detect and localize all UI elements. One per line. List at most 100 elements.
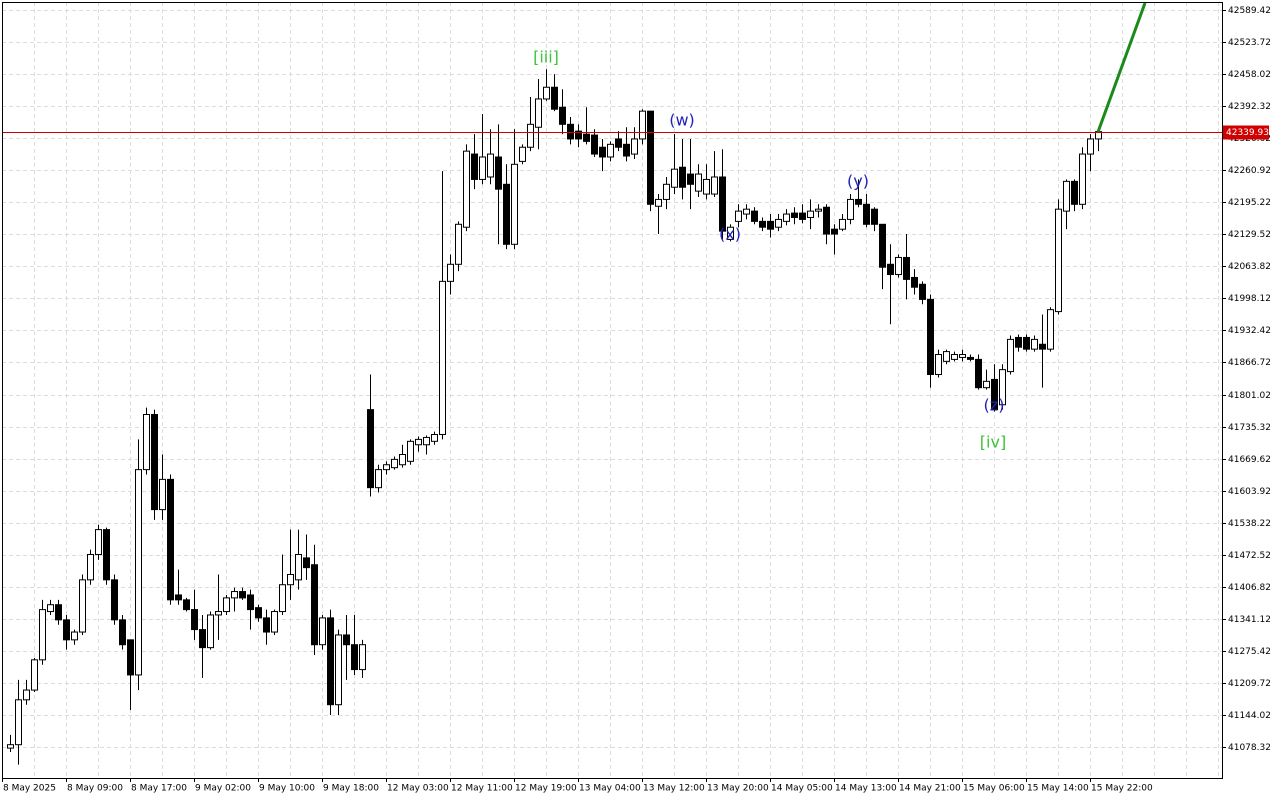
current-price-box [1223,125,1269,140]
wave-label: (w) [669,111,695,130]
candle-body [871,208,878,225]
candle-body [775,218,782,228]
candle-body [631,138,638,155]
candle-body [87,553,94,581]
candle-body [535,98,542,128]
candle-body [1071,180,1078,205]
candle-body [263,617,270,633]
x-tick-label: 14 May 13:00 [835,784,897,794]
candle-body [95,529,102,555]
current-price-label: 42339.93 [1226,128,1269,138]
x-tick-label: 13 May 20:00 [707,784,769,794]
candle-body [55,604,62,621]
candle-body [167,478,174,601]
candle-body [303,557,310,569]
candle-body [7,744,14,749]
wave-label: (x) [719,225,741,244]
candle-body [103,529,110,581]
candle-body [503,183,510,245]
candle-body [863,203,870,225]
x-tick-label: 14 May 21:00 [899,784,961,794]
candle-body [623,143,630,157]
candle-body [119,619,126,646]
candle-body [343,634,350,646]
wave-label: [iv] [980,433,1006,452]
y-tick-label: 42392.32 [1228,102,1271,112]
candle-body [1023,336,1030,350]
candle-body [1039,343,1046,350]
candle-body [759,220,766,228]
candle-body [991,378,998,411]
y-tick-label: 41078.32 [1228,743,1271,753]
projection-line [1096,2,1147,133]
candles [7,69,1102,765]
y-tick-label: 42589.42 [1228,6,1271,16]
candle-body [287,573,294,586]
candle-body [831,228,838,235]
candle-body [703,178,710,195]
candle-body [431,434,438,442]
candle-body [943,351,950,362]
y-tick-label: 41538.22 [1228,519,1271,529]
candle-body [727,226,734,240]
y-tick-label: 41932.42 [1228,326,1271,336]
candle-body [815,208,822,212]
candle-body [743,208,750,215]
candle-body [887,263,894,276]
candle-body [255,607,262,619]
candle-body [607,143,614,158]
candle-body [151,414,158,511]
wave-label: (y) [847,172,869,191]
candle-body [967,356,974,360]
candle-body [935,354,942,376]
candle-body [879,223,886,268]
x-tick-label: 13 May 12:00 [643,784,705,794]
candle-body [239,591,246,599]
candle-body [1087,138,1094,155]
candle-body [79,579,86,633]
candle-body [615,138,622,148]
wave-label: [iii] [533,48,559,67]
candle-body [719,176,726,232]
candle-body [327,617,334,706]
candle-body [663,183,670,200]
candle-body [335,634,342,706]
candle-body [543,86,550,100]
x-tick-label: 13 May 04:00 [579,784,641,794]
candle-body [855,198,862,205]
candle-body [311,564,318,646]
candle-body [487,153,494,178]
candle-body [367,409,374,489]
x-tick-label: 8 May 17:00 [131,784,187,794]
candle-body [71,631,78,641]
candle-body [47,604,54,613]
candle-body [823,206,830,235]
candle-body [1063,180,1070,212]
candle-body [567,123,574,140]
candle-body [599,146,606,158]
candle-body [159,478,166,511]
candle-body [31,659,38,691]
candle-body [511,163,518,245]
candle-body [687,173,694,185]
y-tick-label: 41472.52 [1228,551,1271,561]
candle-body [1015,336,1022,348]
candle-body [551,86,558,110]
candle-body [495,156,502,190]
candle-body [591,134,598,155]
candle-body [647,110,654,205]
candle-body [1031,338,1038,350]
candle-body [1055,208,1062,313]
x-tick-label: 15 May 22:00 [1091,784,1153,794]
candle-body [215,611,222,616]
x-tick-label: 15 May 14:00 [1027,784,1089,794]
candle-body [655,198,662,207]
candle-body [903,256,910,280]
y-tick-label: 41275.42 [1228,647,1271,657]
y-tick-label: 41603.92 [1228,487,1271,497]
candle-body [711,176,718,195]
candle-body [111,579,118,621]
candle-body [223,597,230,613]
